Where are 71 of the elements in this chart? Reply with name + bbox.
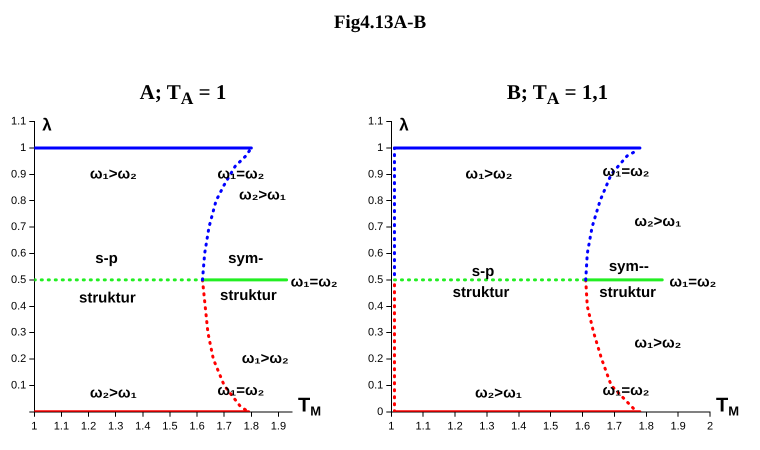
y-tick-label: 1	[377, 142, 384, 154]
annotation: ω₂>ω₁	[90, 384, 137, 402]
x-tick-label: 1	[31, 420, 38, 432]
annotation: ω₁=ω₂	[669, 274, 716, 291]
x-tick-label: 1.2	[80, 420, 96, 432]
y-tick-label: 0.7	[10, 221, 26, 234]
y-tick-label: 0.8	[10, 194, 26, 207]
y-tick-label: 0.5	[10, 274, 26, 286]
annotation: struktur	[220, 286, 277, 304]
annotation: ω₂>ω₁	[474, 384, 522, 402]
annotation: s-p	[95, 250, 118, 267]
x-tick-label: 1.3	[479, 420, 495, 432]
annotation: ω₂>ω₁	[634, 212, 682, 230]
x-tick-label: 1	[388, 420, 394, 432]
annotation: ω₂>ω₁	[239, 186, 286, 204]
y-tick-label: 0.7	[368, 221, 384, 234]
annotation: ω₁>ω₂	[242, 350, 289, 368]
x-tick-label: 1.8	[244, 420, 259, 432]
x-tick-label: 1.6	[574, 420, 590, 432]
annotation: sym--	[608, 258, 649, 275]
annotation: ω₁=ω₂	[602, 162, 650, 180]
y-tick-label: 0.4	[10, 300, 26, 312]
annotation: ω₁>ω₂	[90, 166, 137, 183]
annotation: sym-	[228, 250, 264, 267]
x-tick-label: 1.4	[135, 420, 150, 432]
x-tick-label: 1.5	[542, 420, 558, 432]
y-axis-title: λ	[42, 115, 52, 134]
caption: Fig4.13A-B	[332, 12, 428, 34]
y-tick-label: 0.4	[368, 300, 384, 312]
x-tick-label: 1.9	[270, 420, 286, 432]
annotation: struktur	[78, 290, 136, 306]
x-tick-label: 1.9	[670, 420, 686, 432]
y-tick-label: 0.9	[10, 168, 26, 180]
y-tick-label: 0.2	[10, 353, 26, 366]
y-tick-label: 0.6	[10, 248, 26, 260]
y-tick-label: 0.1	[368, 379, 384, 392]
x-tick-label: 1.2	[447, 420, 463, 432]
annotation: ω₁>ω₂	[634, 334, 682, 352]
annotation: s-p	[472, 263, 494, 280]
x-tick-label: 2	[706, 420, 714, 432]
x-tick-label: 1.8	[638, 420, 654, 432]
y-tick-label: 0.2	[368, 353, 384, 366]
annotation: ω₁>ω₂	[465, 166, 512, 183]
y-tick-label: 0.1	[10, 379, 26, 392]
annotation: ω₁=ω₂	[217, 382, 264, 399]
y-axis-title: λ	[399, 115, 410, 134]
x-tick-label: 1.1	[54, 420, 70, 432]
x-tick-label: 1.7	[216, 420, 232, 432]
y-tick-label: 0	[377, 406, 384, 418]
y-tick-label: 0.6	[368, 248, 384, 260]
y-tick-label: 1	[20, 142, 26, 154]
y-tick-label: 1.1	[10, 116, 26, 128]
y-tick-label: 1.1	[368, 116, 384, 128]
annotation: ω₁=ω₂	[602, 382, 650, 399]
x-tick-label: 1.7	[606, 420, 622, 432]
x-tick-label: 1.6	[189, 420, 205, 432]
annotation: ω₁=ω₂	[217, 166, 264, 183]
y-tick-label: 0.3	[10, 326, 26, 339]
y-tick-label: 0.5	[368, 274, 384, 286]
x-tick-label: 1.3	[108, 420, 124, 432]
chart-title: A; T$_{A}$ = 1	[138, 80, 228, 110]
y-tick-label: 0.8	[368, 194, 384, 207]
x-tick-label: 1.5	[162, 420, 178, 432]
chart-title: B; T$_{A}$ = 1,1	[506, 80, 610, 110]
y-tick-label: 0.3	[368, 326, 384, 339]
x-tick-label: 1.4	[511, 420, 526, 432]
annotation: struktur	[452, 284, 510, 302]
annotation: struktur	[599, 284, 656, 302]
y-tick-label: 0.9	[368, 168, 384, 180]
annotation: ω₁=ω₂	[290, 274, 338, 291]
x-tick-label: 1.1	[416, 420, 431, 432]
